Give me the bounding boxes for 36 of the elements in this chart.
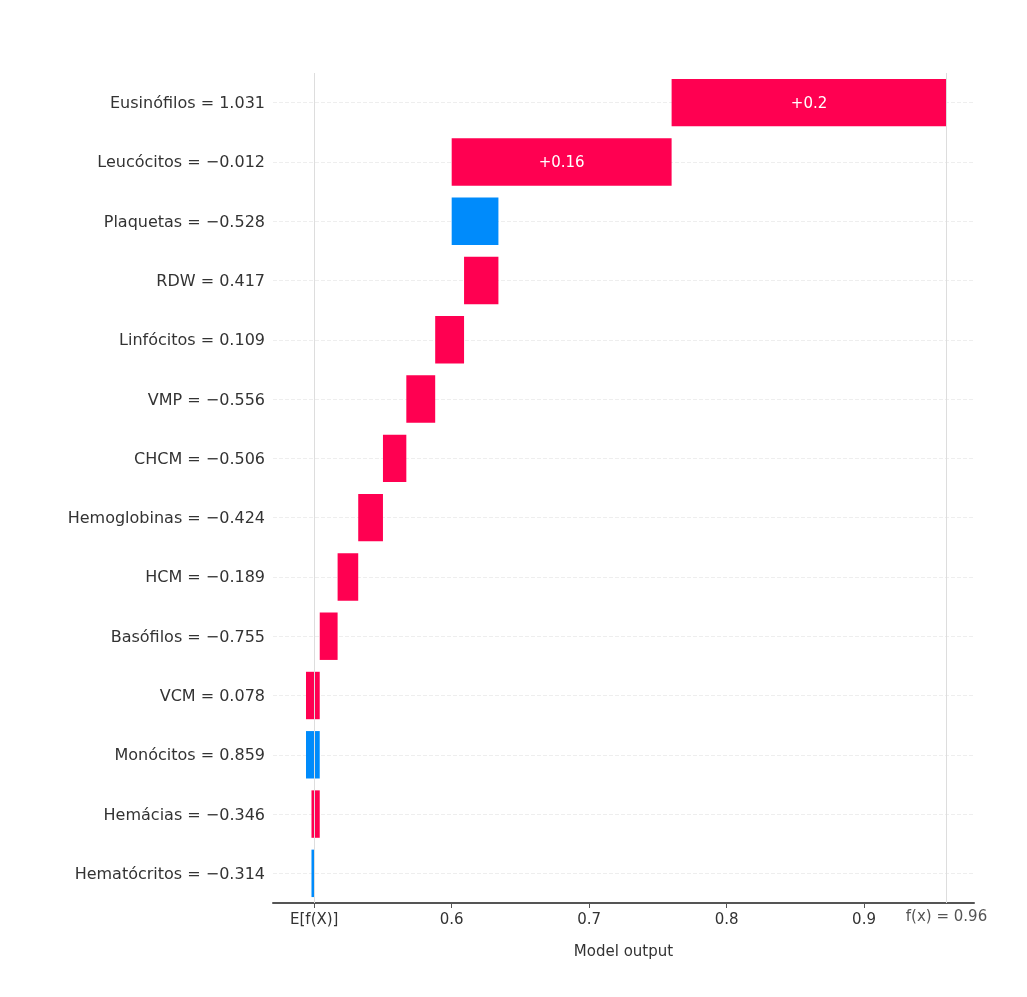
- bar: [305, 731, 320, 779]
- y-tick-label: Leucócitos = −0.012: [97, 152, 265, 172]
- y-tick-label: Basófilos = −0.755: [110, 626, 265, 646]
- x-tick-label: 0.7: [577, 909, 602, 928]
- bar: [435, 316, 465, 364]
- y-tick-label: HCM = −0.189: [145, 567, 265, 587]
- data-label: +0.2: [790, 93, 828, 112]
- bar: [451, 138, 672, 186]
- bar: [406, 375, 436, 423]
- bar: [337, 553, 359, 601]
- y-tick-label: Monócitos = 0.859: [114, 745, 265, 765]
- bar: [671, 78, 947, 127]
- x-tick-label: 0.8: [714, 909, 739, 928]
- y-tick-label: Plaquetas = −0.528: [103, 211, 265, 231]
- y-tick-label: VCM = 0.078: [159, 686, 265, 705]
- bar: [382, 434, 407, 483]
- x-tick-label: 0.6: [439, 909, 464, 928]
- bar: [319, 612, 338, 660]
- data-label: +0.16: [538, 152, 585, 171]
- y-tick-label: Linfócitos = 0.109: [119, 330, 265, 350]
- y-tick-label: VMP = −0.556: [147, 389, 265, 409]
- y-tick-label: RDW = 0.417: [156, 271, 265, 290]
- x-axis-title: Model output: [573, 941, 674, 960]
- bar: [305, 671, 320, 720]
- y-tick-label: Hemoglobinas = −0.424: [67, 508, 265, 528]
- x-tick-label: 0.9: [852, 909, 876, 928]
- x-tick-label: E[f(X)]: [290, 909, 339, 928]
- y-tick-label: Eusinófilos = 1.031: [110, 93, 265, 113]
- bar: [358, 493, 383, 542]
- y-tick-label: Hematócritos = −0.314: [74, 863, 265, 883]
- bar: [464, 256, 499, 305]
- ref-line-label: f(x) = 0.96: [905, 906, 988, 925]
- y-tick-label: CHCM = −0.506: [134, 448, 265, 468]
- bar: [311, 849, 315, 898]
- bar: [451, 197, 499, 245]
- y-tick-label: Hemácias = −0.346: [103, 804, 265, 824]
